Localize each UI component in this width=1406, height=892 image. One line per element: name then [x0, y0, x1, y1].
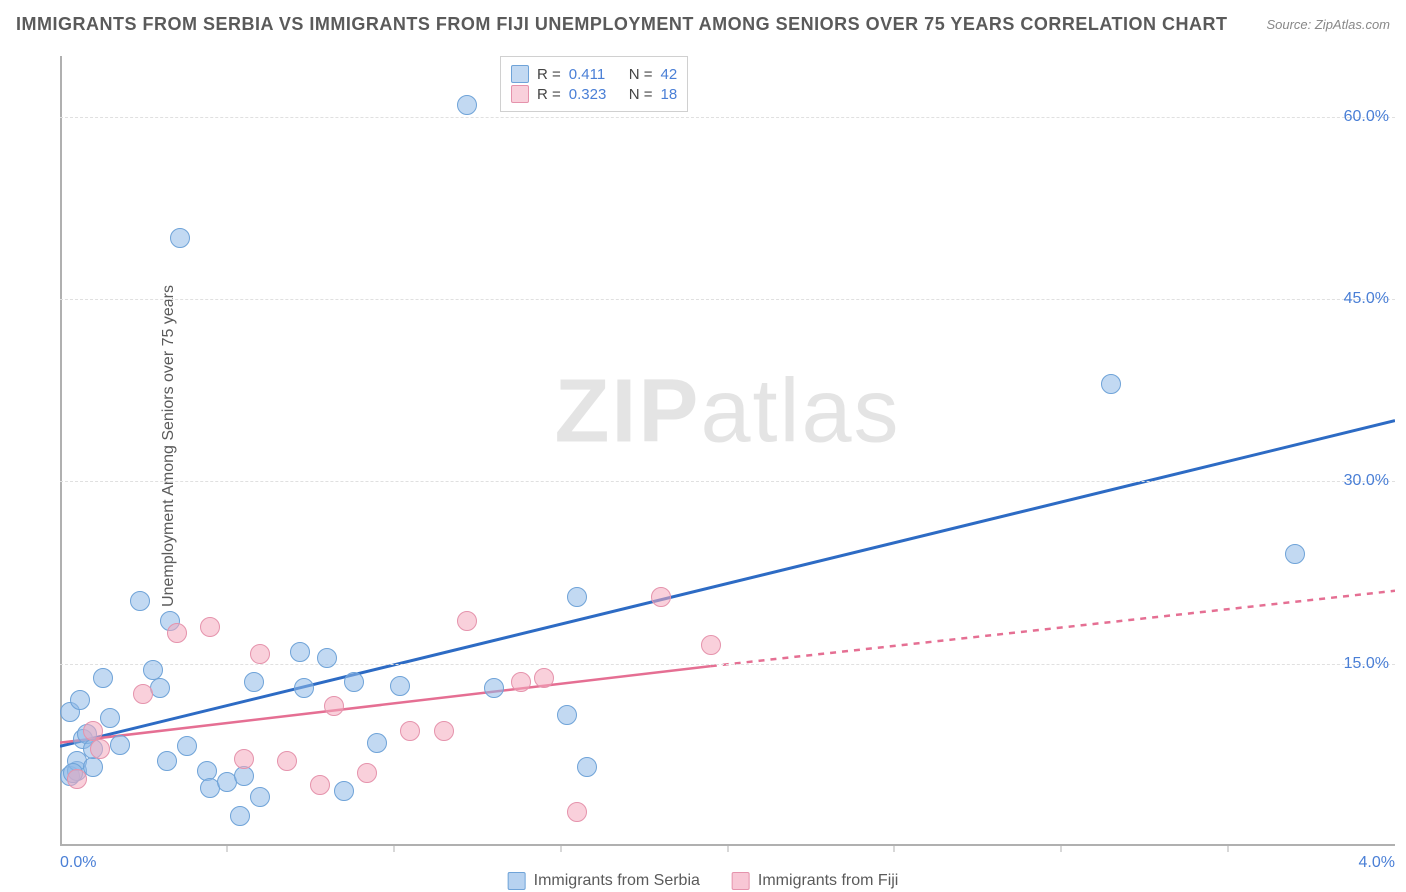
data-point [310, 775, 330, 795]
y-tick-label: 45.0% [1344, 290, 1389, 308]
data-point [244, 672, 264, 692]
data-point [230, 806, 250, 826]
data-point [93, 668, 113, 688]
chart-header: IMMIGRANTS FROM SERBIA VS IMMIGRANTS FRO… [16, 14, 1390, 35]
data-point [234, 749, 254, 769]
r-label: R = [537, 66, 561, 83]
data-point [130, 591, 150, 611]
x-tick-label: 4.0% [1359, 854, 1395, 872]
data-point [577, 757, 597, 777]
data-point [177, 736, 197, 756]
data-point [367, 733, 387, 753]
n-value: 42 [661, 66, 678, 83]
scatter-plot-area: ZIPatlas R = 0.411 N = 42 R = 0.323 N = 18 15.0… [60, 56, 1395, 846]
data-point [67, 769, 87, 789]
legend-label: Immigrants from Fiji [758, 872, 898, 890]
x-minor-tick [1228, 844, 1229, 852]
data-point [234, 766, 254, 786]
data-point [290, 642, 310, 662]
data-point [1101, 374, 1121, 394]
x-minor-tick [560, 844, 561, 852]
legend-label: Immigrants from Serbia [534, 872, 700, 890]
legend-item: Immigrants from Fiji [732, 872, 898, 890]
trend-lines-layer [60, 56, 1395, 846]
watermark: ZIPatlas [554, 360, 900, 463]
data-point [567, 802, 587, 822]
data-point [250, 787, 270, 807]
data-point [83, 721, 103, 741]
x-minor-tick [393, 844, 394, 852]
data-point [167, 623, 187, 643]
data-point [100, 708, 120, 728]
data-point [434, 721, 454, 741]
r-label: R = [537, 86, 561, 103]
data-point [143, 660, 163, 680]
data-point [1285, 544, 1305, 564]
data-point [457, 611, 477, 631]
x-minor-tick [894, 844, 895, 852]
data-point [70, 690, 90, 710]
stats-row: R = 0.323 N = 18 [511, 85, 677, 103]
x-minor-tick [727, 844, 728, 852]
data-point [324, 696, 344, 716]
n-label: N = [629, 66, 653, 83]
stats-legend: R = 0.411 N = 42 R = 0.323 N = 18 [500, 56, 688, 112]
data-point [317, 648, 337, 668]
data-point [557, 705, 577, 725]
n-label: N = [629, 86, 653, 103]
r-value: 0.411 [569, 66, 621, 83]
data-point [157, 751, 177, 771]
data-point [457, 95, 477, 115]
source-attribution: Source: ZipAtlas.com [1266, 17, 1390, 32]
data-point [250, 644, 270, 664]
stats-row: R = 0.411 N = 42 [511, 65, 677, 83]
data-point [110, 735, 130, 755]
data-point [701, 635, 721, 655]
y-tick-label: 15.0% [1344, 655, 1389, 673]
legend-swatch [732, 872, 750, 890]
legend-swatch [511, 85, 529, 103]
data-point [200, 617, 220, 637]
legend-swatch [508, 872, 526, 890]
chart-title: IMMIGRANTS FROM SERBIA VS IMMIGRANTS FRO… [16, 14, 1228, 35]
data-point [534, 668, 554, 688]
legend-swatch [511, 65, 529, 83]
data-point [567, 587, 587, 607]
data-point [133, 684, 153, 704]
data-point [511, 672, 531, 692]
data-point [400, 721, 420, 741]
series-legend: Immigrants from Serbia Immigrants from Fi… [508, 872, 899, 890]
n-value: 18 [661, 86, 678, 103]
data-point [83, 757, 103, 777]
y-axis-line [60, 56, 62, 846]
data-point [294, 678, 314, 698]
data-point [344, 672, 364, 692]
data-point [334, 781, 354, 801]
data-point [170, 228, 190, 248]
legend-item: Immigrants from Serbia [508, 872, 700, 890]
h-gridline [60, 299, 1395, 300]
x-tick-label: 0.0% [60, 854, 96, 872]
data-point [90, 739, 110, 759]
data-point [277, 751, 297, 771]
data-point [651, 587, 671, 607]
r-value: 0.323 [569, 86, 621, 103]
data-point [484, 678, 504, 698]
h-gridline [60, 481, 1395, 482]
h-gridline [60, 117, 1395, 118]
data-point [357, 763, 377, 783]
y-tick-label: 30.0% [1344, 472, 1389, 490]
y-tick-label: 60.0% [1344, 108, 1389, 126]
x-minor-tick [226, 844, 227, 852]
data-point [390, 676, 410, 696]
x-minor-tick [1061, 844, 1062, 852]
